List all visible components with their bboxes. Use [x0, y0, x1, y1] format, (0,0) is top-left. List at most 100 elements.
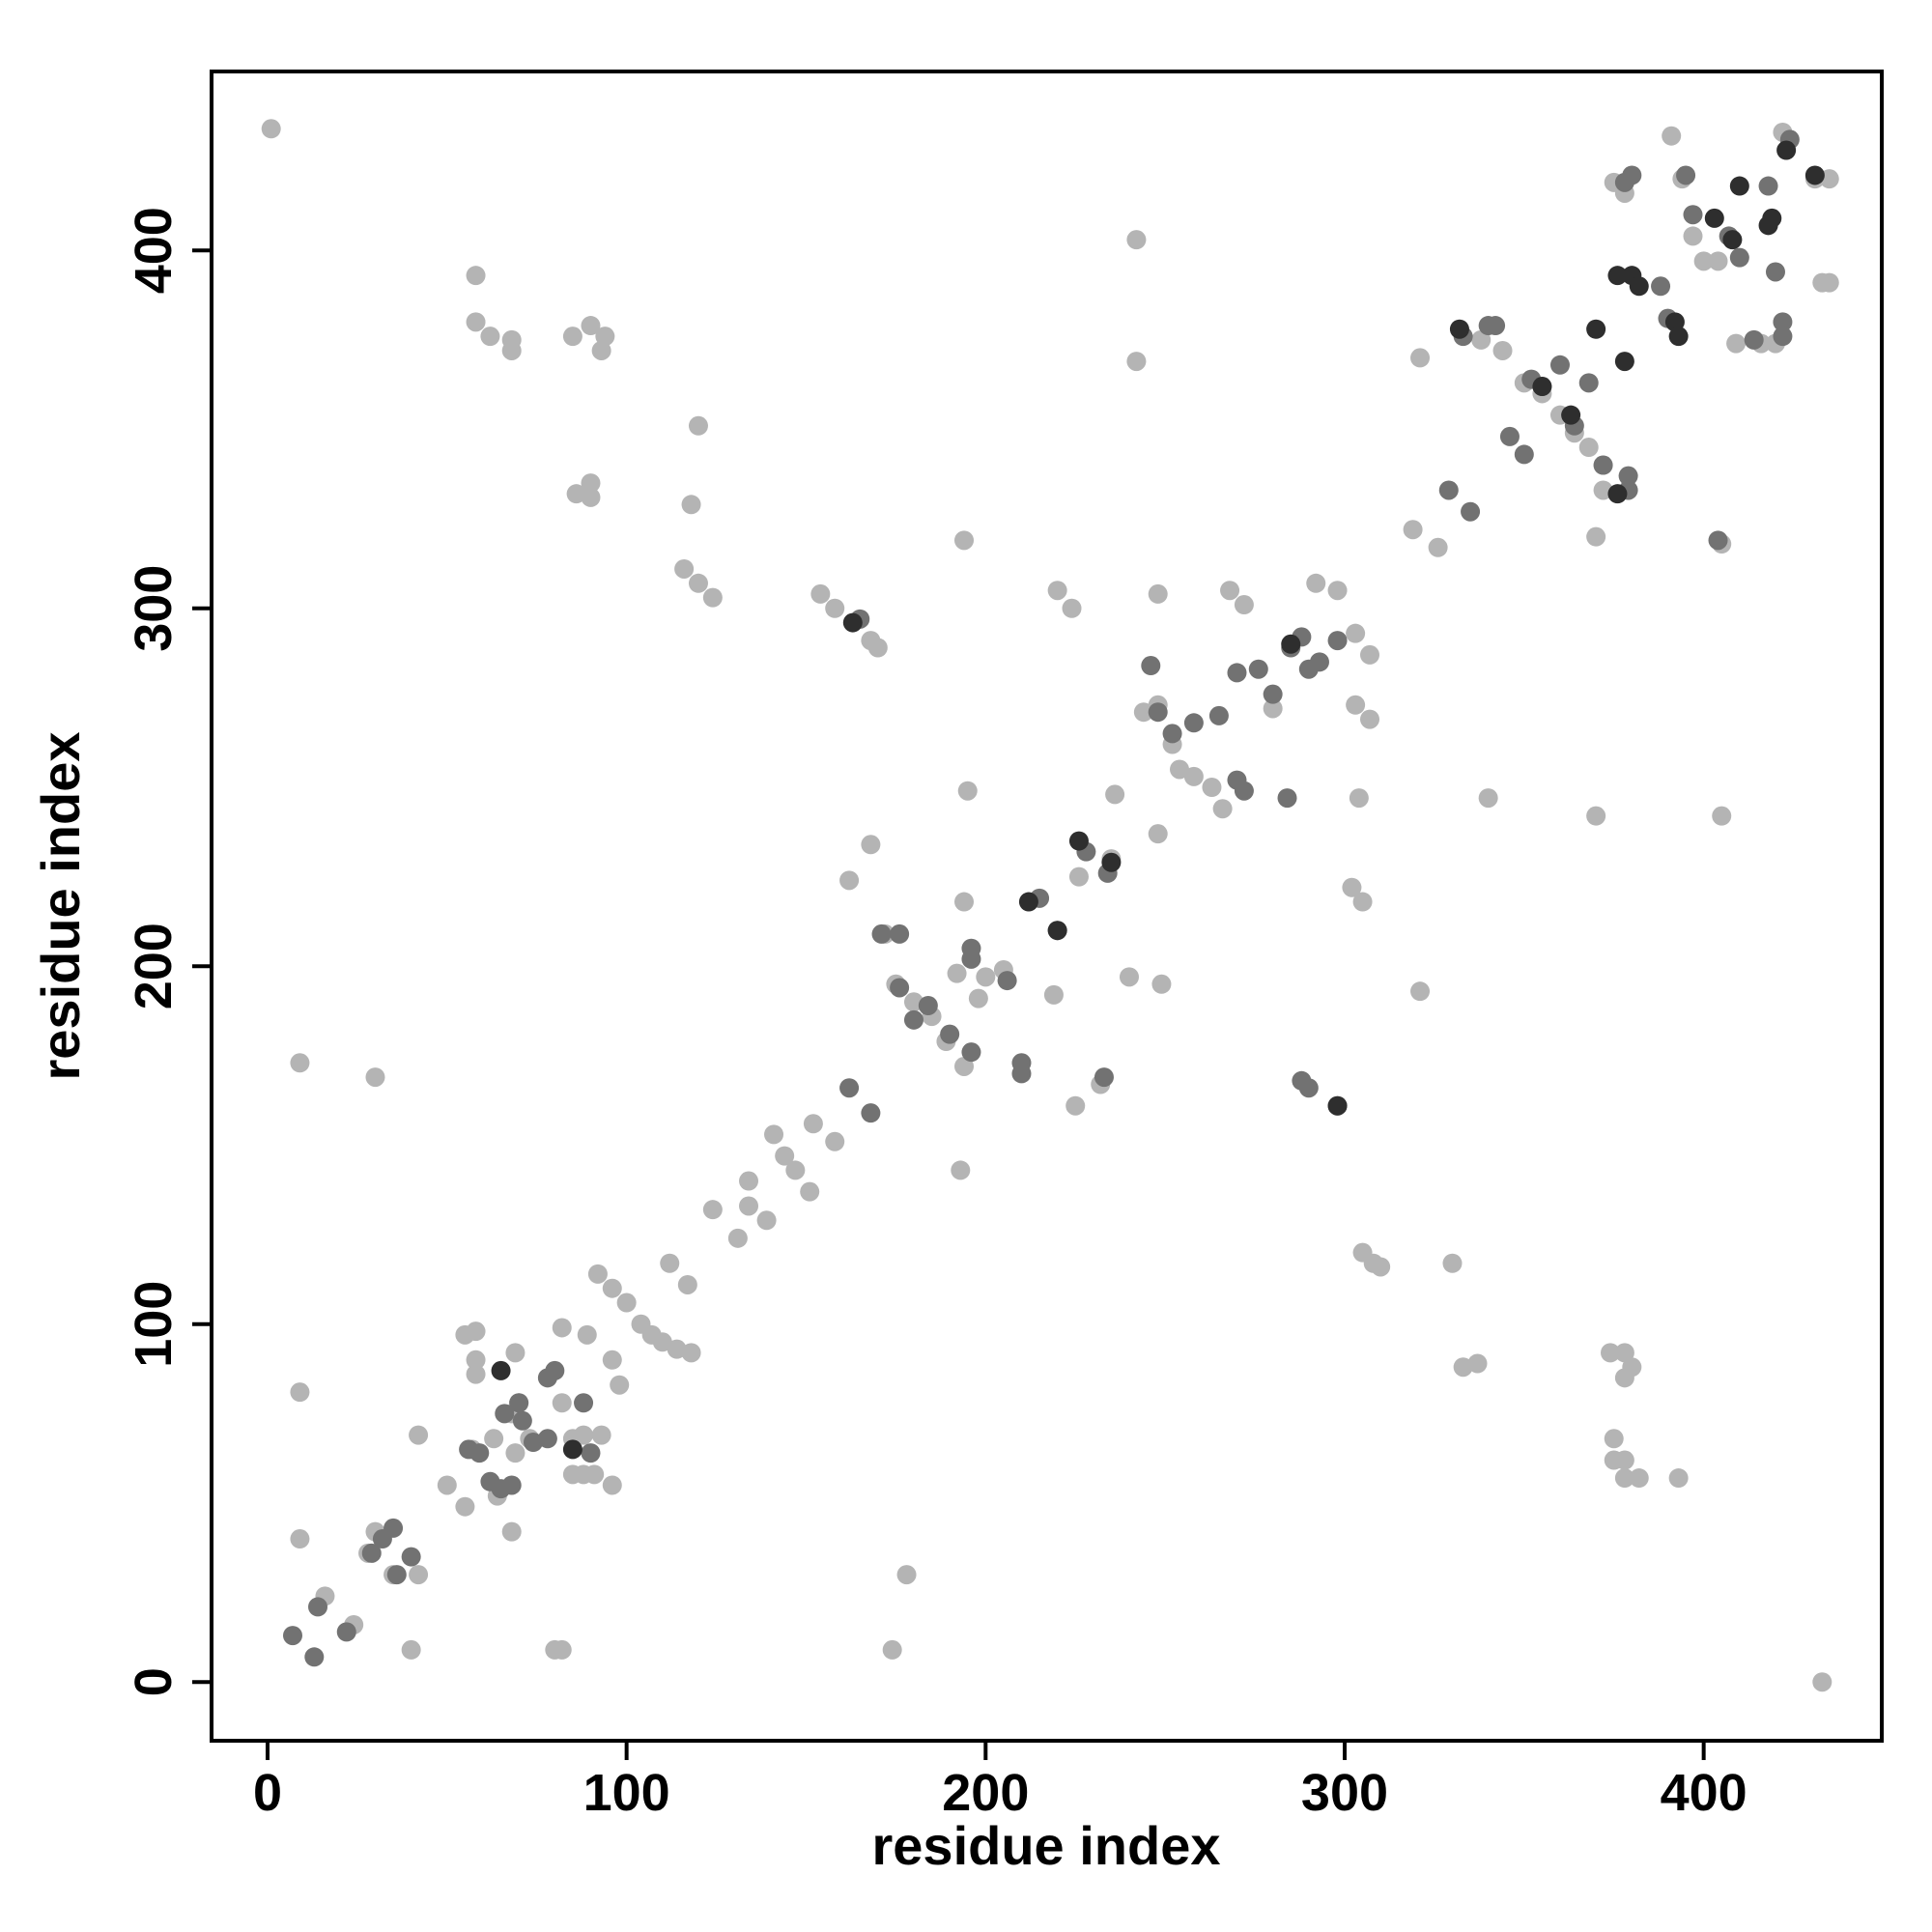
point [552, 1318, 572, 1338]
point [1467, 1353, 1488, 1374]
point [739, 1171, 759, 1191]
point [1561, 405, 1581, 425]
point [401, 1547, 421, 1567]
point [825, 1131, 845, 1151]
point [1607, 484, 1628, 504]
point [495, 1404, 515, 1424]
point [1729, 247, 1749, 268]
point [1281, 634, 1301, 654]
point [1371, 1257, 1391, 1277]
point [602, 1475, 622, 1495]
point [702, 1200, 723, 1220]
point [1693, 251, 1714, 271]
point [610, 1375, 630, 1395]
point [1438, 480, 1459, 500]
point [1306, 573, 1326, 593]
point [552, 1639, 572, 1660]
point [1819, 272, 1839, 293]
point [1011, 1064, 1032, 1084]
point [386, 1565, 407, 1585]
point [1346, 623, 1366, 643]
point [1360, 709, 1380, 729]
point [1618, 466, 1638, 486]
point [810, 583, 831, 604]
point [1428, 537, 1448, 557]
point [484, 1429, 504, 1449]
point [1586, 526, 1606, 547]
point [1208, 705, 1229, 725]
point [1804, 165, 1825, 185]
point [1202, 777, 1222, 797]
point [501, 1521, 522, 1542]
point [954, 1056, 975, 1076]
point [1234, 781, 1254, 801]
point [1514, 444, 1534, 465]
point [1758, 176, 1778, 196]
point [1105, 784, 1125, 805]
point [961, 949, 981, 969]
point [1586, 806, 1606, 826]
point [1263, 684, 1283, 704]
point [861, 1103, 881, 1123]
point [581, 487, 601, 507]
point [1578, 438, 1599, 458]
point [1151, 974, 1172, 994]
point [587, 1264, 608, 1284]
point [918, 995, 938, 1015]
point [1762, 208, 1782, 228]
point [764, 1124, 784, 1145]
point [384, 1518, 404, 1538]
point [290, 1053, 310, 1073]
point [1532, 377, 1552, 397]
point [1708, 530, 1728, 551]
point [1744, 329, 1764, 350]
point [1263, 698, 1283, 719]
point [842, 612, 863, 633]
point [756, 1210, 777, 1231]
point [1119, 967, 1139, 987]
point [1478, 788, 1498, 809]
point [727, 1228, 748, 1248]
point [574, 1393, 594, 1413]
plot-frame [210, 70, 1884, 1743]
point [562, 327, 582, 347]
point [867, 638, 888, 658]
point [1812, 1672, 1833, 1692]
point [1234, 595, 1254, 615]
point [1622, 1357, 1642, 1378]
point [1765, 262, 1785, 282]
point [466, 266, 486, 286]
point [1668, 1468, 1689, 1489]
point [512, 1410, 532, 1431]
y-tick-label: 200 [125, 923, 183, 1009]
point [957, 781, 978, 801]
point [1471, 329, 1492, 350]
point [839, 870, 860, 891]
point [501, 1475, 522, 1495]
point [1126, 352, 1147, 372]
point [491, 1360, 511, 1380]
point [1712, 806, 1732, 826]
point [1018, 892, 1038, 912]
point [903, 1009, 923, 1030]
point [336, 1622, 356, 1642]
point [1668, 327, 1689, 347]
point [968, 988, 988, 1009]
point [562, 1439, 582, 1460]
point [1651, 276, 1671, 297]
point [401, 1639, 421, 1660]
point [1183, 766, 1204, 786]
point [954, 530, 975, 551]
point [1662, 126, 1682, 146]
point [976, 967, 996, 987]
point [1352, 1242, 1373, 1263]
point [469, 1443, 490, 1463]
point [581, 316, 601, 336]
point [1126, 230, 1147, 250]
point [1578, 373, 1599, 393]
point [825, 598, 845, 618]
point [1148, 824, 1168, 844]
point [1729, 176, 1749, 196]
x-tick-label: 100 [583, 1764, 670, 1822]
